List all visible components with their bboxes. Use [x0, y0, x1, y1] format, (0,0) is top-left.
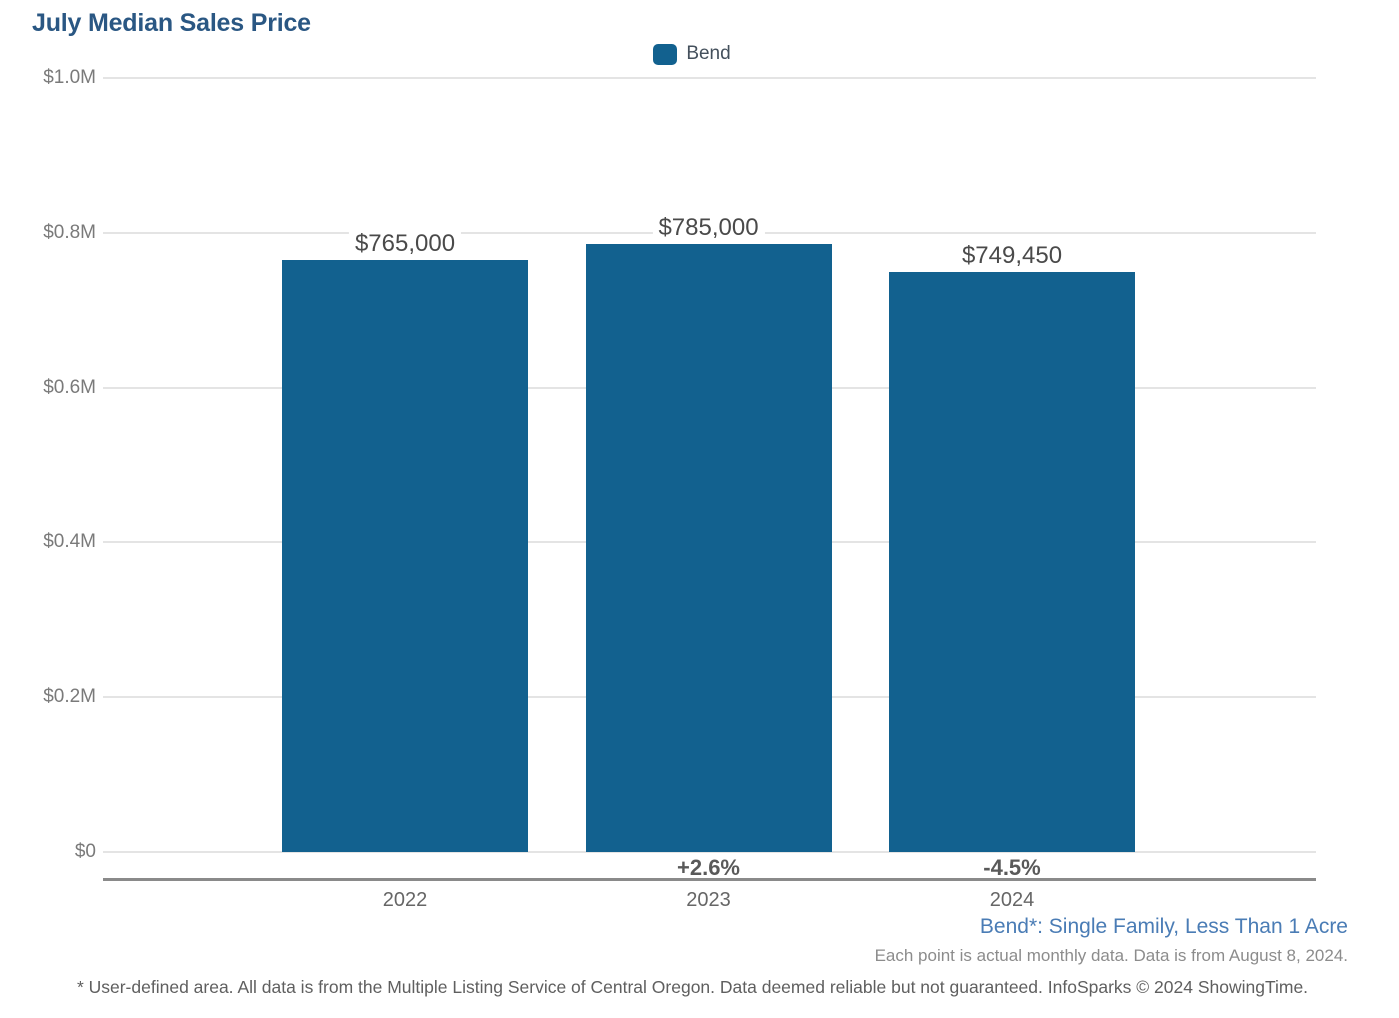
pct-change-label: +2.6% [677, 855, 740, 880]
bar-value-label: $765,000 [348, 229, 462, 258]
x-axis-label-2022: 2022 [382, 889, 428, 911]
y-axis-tick-label: $0.2M [43, 686, 96, 708]
gridline [103, 77, 1316, 79]
chart-title: July Median Sales Price [32, 9, 311, 37]
bar-2022[interactable] [282, 259, 528, 852]
gridline [103, 851, 1316, 853]
legend-label-bend: Bend [686, 43, 731, 64]
x-axis-label-2023: 2023 [686, 889, 731, 911]
y-axis-tick-label: $0.4M [43, 531, 96, 553]
y-axis-tick-label: $0 [74, 841, 96, 862]
y-axis-tick-label: $0.6M [43, 376, 96, 398]
x-axis-label-2024: 2024 [989, 889, 1035, 911]
bar-2024[interactable] [889, 271, 1135, 852]
legend-swatch-bend [653, 43, 678, 65]
series-definition-note: Bend*: Single Family, Less Than 1 Acre [979, 915, 1348, 938]
disclaimer-note: * User-defined area. All data is from th… [76, 977, 1309, 997]
bar-2023[interactable] [585, 244, 832, 852]
legend[interactable]: Bend [0, 43, 1384, 65]
y-axis-tick-label: $0.8M [43, 221, 96, 243]
y-axis-tick-label: $1.0M [43, 67, 96, 88]
bar-value-label: $785,000 [652, 214, 765, 243]
pct-change-label: -4.5% [983, 855, 1041, 880]
x-axis-line [103, 878, 1316, 881]
data-source-note: Each point is actual monthly data. Data … [874, 946, 1348, 965]
bar-value-label: $749,450 [955, 241, 1069, 270]
